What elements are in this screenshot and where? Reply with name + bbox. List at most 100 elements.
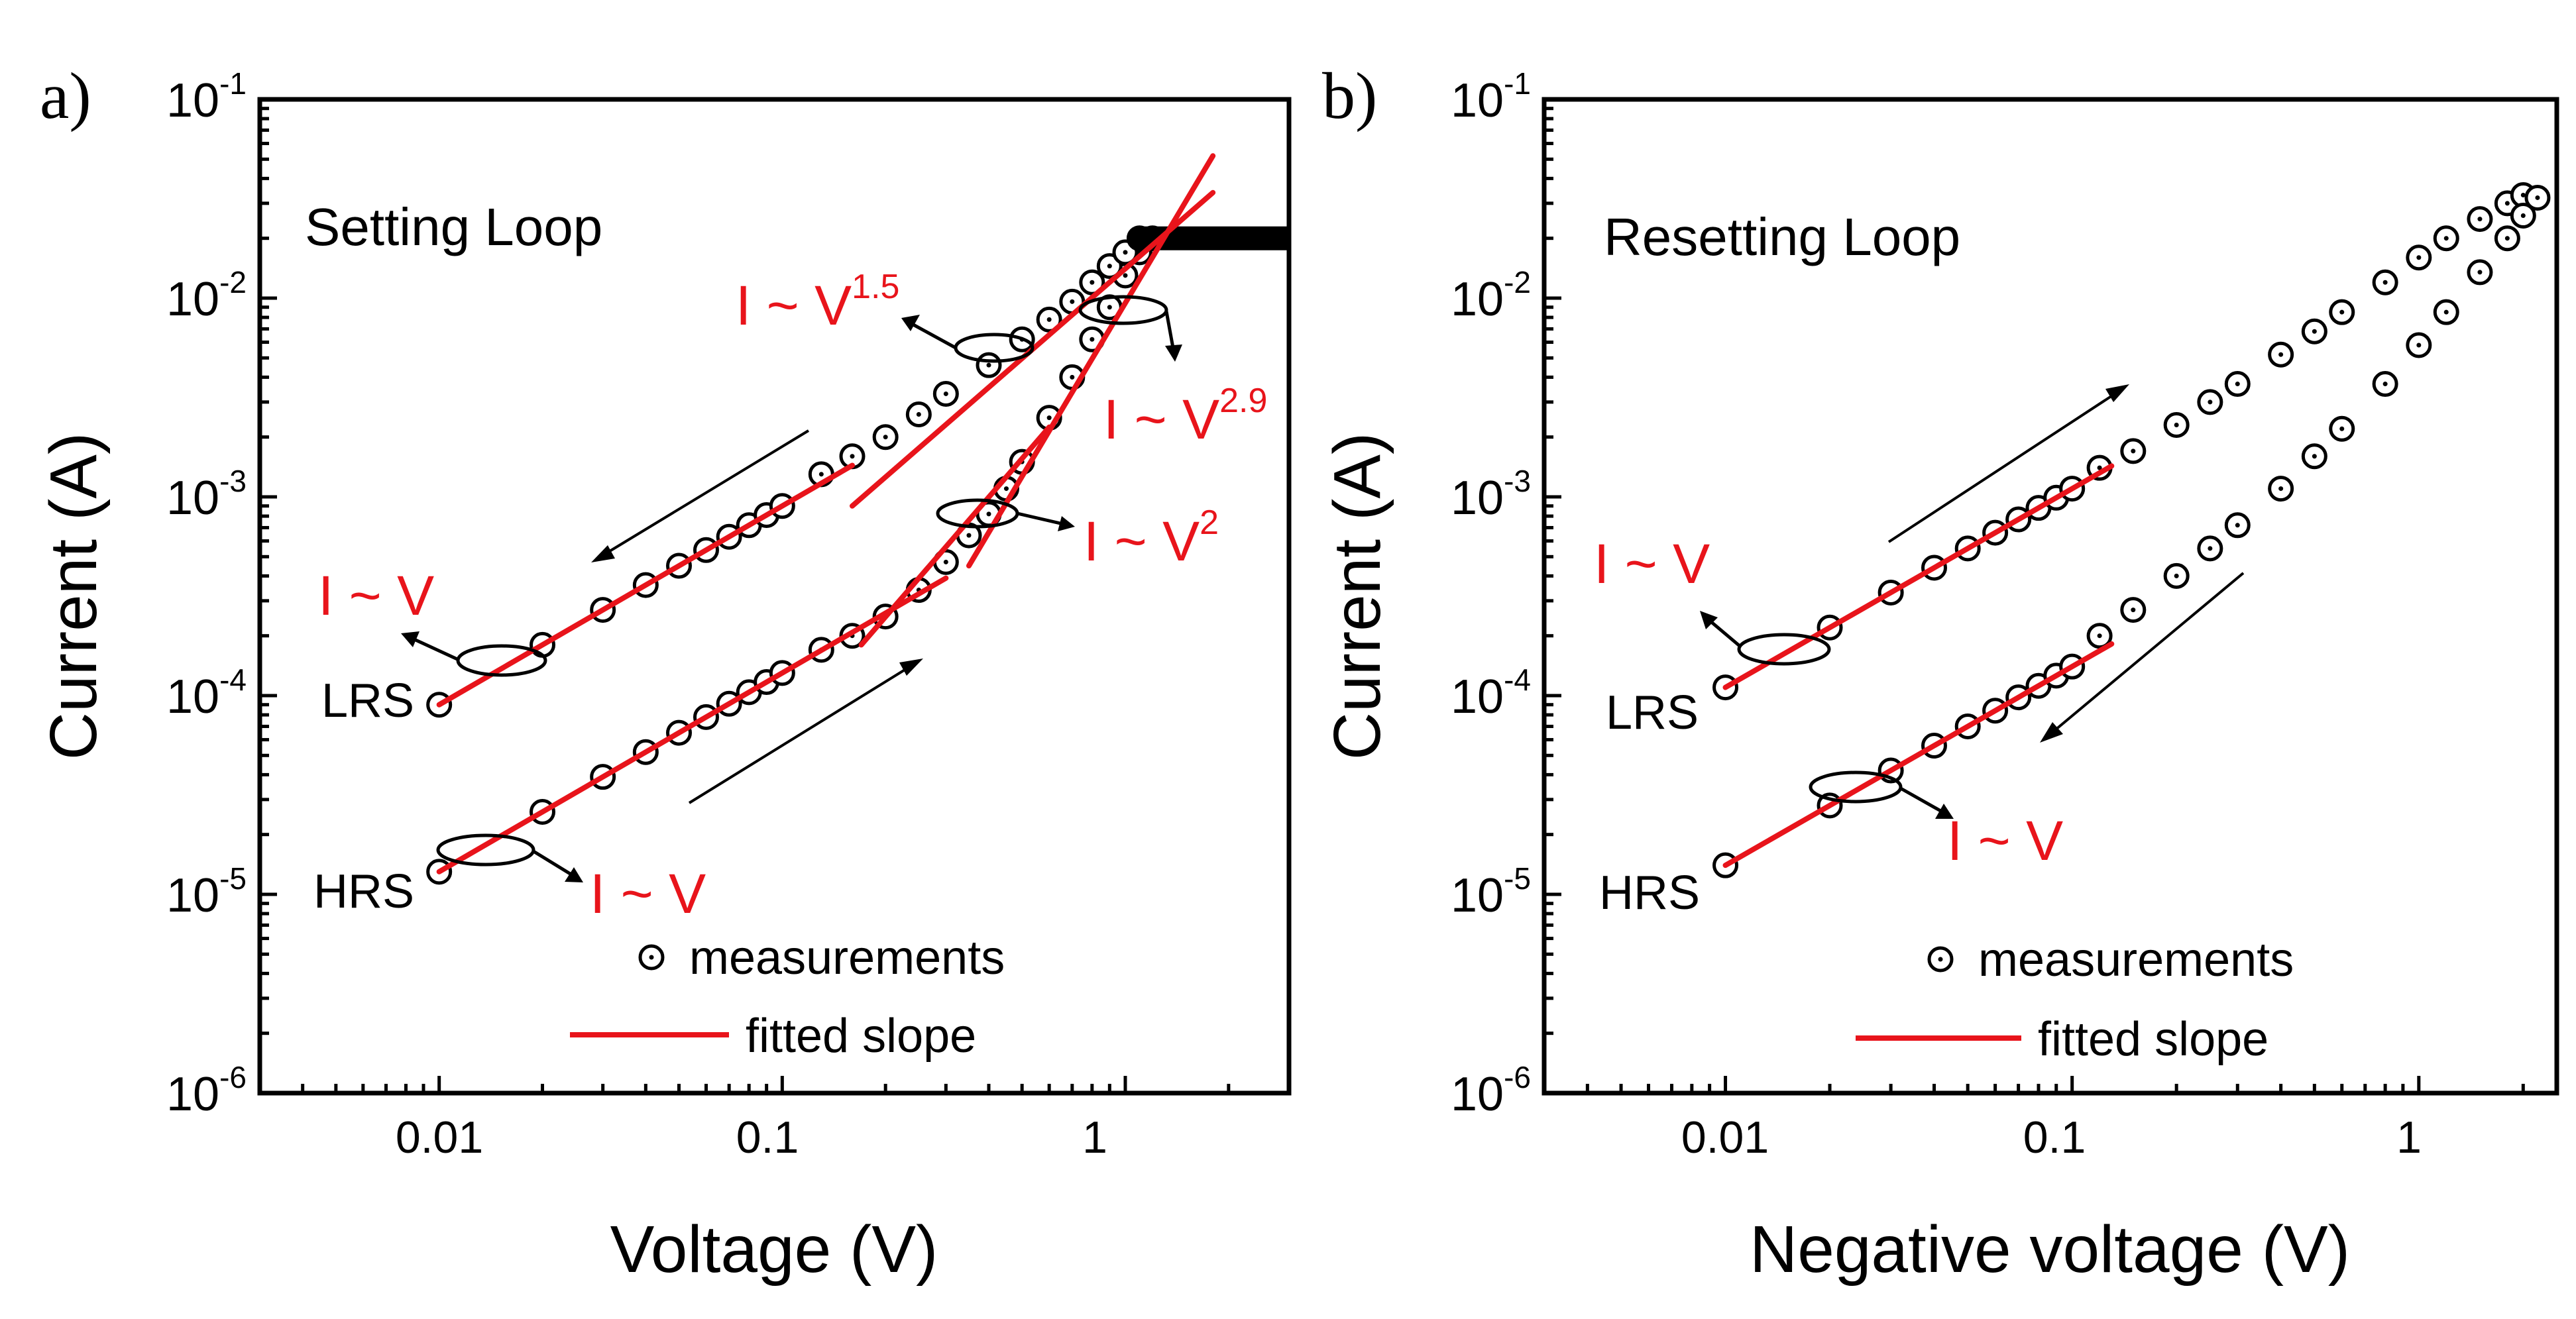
- panel-a-ellipse-hrs-v2.9: [1078, 295, 1168, 325]
- panel-b-marker-hrs-measurements: [2433, 299, 2459, 325]
- panel-a-marker-dot: [1123, 250, 1128, 255]
- panel-b-legend: measurements fitted slope: [1856, 933, 2294, 1066]
- panel-a-marker-lrs-measurements: [1079, 269, 1105, 295]
- panel-b-marker-dot: [2131, 448, 2136, 454]
- panel-a-plot-frame: [257, 97, 1292, 1096]
- panel-a-y-axis-title: Current (A): [36, 433, 111, 761]
- panel-b-marker-dot: [2477, 270, 2483, 275]
- panel-a-legend-label-measurements: measurements: [689, 931, 1005, 984]
- panel-b-marker-lrs-measurements: [2433, 225, 2459, 252]
- panel-a-marker-dot: [943, 559, 948, 564]
- panel-b-marker-hrs-measurements: [2301, 443, 2327, 470]
- panel-a-legend: measurements fitted slope: [570, 931, 1005, 1063]
- panel-b-marker-hrs-measurements: [2268, 476, 2294, 502]
- panel-a-marker-dot: [943, 391, 948, 396]
- panel-b-sweep-arrow-hrs: [2040, 572, 2245, 743]
- panel-b-x-ticks: [1542, 1076, 2525, 1093]
- panel-a-marker-dot: [1123, 273, 1128, 278]
- panel-a-y-tick-label-1e-1: 10-1: [166, 66, 247, 127]
- panel-a-annotation-arrow-hrs-v2: [1017, 511, 1075, 531]
- panel-a-y-tick-label-1e-6: 10-6: [166, 1060, 247, 1121]
- panel-b-marker-dot: [2504, 201, 2510, 206]
- panel-b-resetting-loop: b) 10-6 10-5 10-4 10-3 10-2 10-1 0.01 0.…: [1320, 59, 2559, 1287]
- panel-a-x-tick-label-1: 1: [1082, 1112, 1107, 1163]
- panel-b-marker-hrs-measurements: [2224, 512, 2251, 539]
- panel-a-state-label-hrs: HRS: [313, 865, 414, 918]
- panel-b-label: b): [1322, 59, 1377, 132]
- panel-b-marker-dot: [2208, 546, 2213, 551]
- panel-a-annotation-arrow-lrs-v1.5: [901, 315, 957, 350]
- panel-a-x-ticks: [258, 1076, 1291, 1093]
- panel-b-marker-lrs-measurements: [2329, 299, 2355, 325]
- panel-b-marker-hrs-measurements: [2086, 623, 2113, 649]
- panel-a-marker-lrs-measurements: [932, 380, 959, 407]
- panel-b-marker-dot: [2312, 329, 2317, 334]
- panel-b-marker-hrs-measurements: [2510, 203, 2536, 229]
- panel-b-x-axis-title: Negative voltage (V): [1750, 1212, 2350, 1287]
- panel-b-y-ticks: [1544, 97, 1561, 1095]
- panel-b-ellipse-hrs-v: [1809, 770, 1903, 804]
- panel-a-annotation-hrs-v2.9: I ~ V2.9: [1103, 382, 1267, 450]
- panel-b-marker-lrs-measurements: [2301, 318, 2327, 344]
- panel-b-marker-lrs-measurements: [2406, 244, 2432, 271]
- panel-b-marker-dot: [2097, 465, 2102, 470]
- panel-b-marker-dot: [2312, 454, 2317, 459]
- panel-a-marker-lrs-measurements: [872, 424, 899, 450]
- panel-a-fit-hrs-i-v-2: [858, 424, 1052, 648]
- panel-b-marker-lrs-measurements: [2197, 389, 2223, 415]
- panel-b-marker-hrs-measurements: [2524, 184, 2551, 211]
- panel-b-annotation-hrs-v: I ~ V: [1947, 810, 2063, 872]
- panel-a-marker-dot: [1003, 486, 1009, 492]
- panel-b-annotation-arrow-hrs-v: [1899, 786, 1954, 819]
- panel-a-annotation-arrow-lrs-v: [401, 631, 459, 661]
- panel-a-annotation-lrs-v1.5: I ~ V1.5: [736, 268, 899, 337]
- panel-b-marker-lrs-measurements: [2268, 341, 2294, 368]
- panel-b-marker-hrs-measurements: [2197, 535, 2223, 562]
- panel-b-x-tick-label-0.01: 0.01: [1681, 1112, 1769, 1163]
- panel-a-marker-dot: [1046, 317, 1052, 322]
- panel-b-marker-hrs-measurements: [2163, 562, 2190, 589]
- panel-b-marker-dot: [2382, 280, 2388, 285]
- panel-a-marker-dot: [1070, 299, 1075, 304]
- panel-a-marker-lrs-measurements: [905, 401, 932, 428]
- panel-a-x-tick-label-0.01: 0.01: [396, 1112, 483, 1163]
- panel-b-marker-lrs-measurements: [2372, 269, 2398, 295]
- panel-b-marker-dot: [2235, 382, 2240, 387]
- panel-b-legend-label-measurements: measurements: [1978, 933, 2294, 986]
- panel-b-legend-marker-measurements: [1927, 946, 1954, 973]
- panel-b-marker-hrs-measurements: [2329, 415, 2355, 442]
- panel-b-fit-hrs-i-v: [1722, 641, 2115, 869]
- panel-a-annotation-arrow-hrs-v2.9: [1164, 311, 1182, 362]
- panel-a-marker-lrs-measurements: [976, 352, 1002, 378]
- panel-b-marker-dot: [2235, 523, 2240, 528]
- panel-a-marker-dot: [818, 472, 824, 477]
- panel-b-title: Resetting Loop: [1604, 207, 1960, 266]
- panel-b-marker-dot: [2208, 399, 2213, 405]
- panel-b-marker-dot: [2131, 607, 2136, 613]
- panel-a-fit-hrs-i-v-2.9: [966, 153, 1216, 569]
- panel-b-marker-dot: [2382, 382, 2388, 387]
- panel-a-marker-dot: [916, 412, 921, 417]
- panel-b-marker-hrs-measurements: [2372, 371, 2398, 397]
- panel-b-marker-dot: [2416, 255, 2422, 260]
- panel-b-sweep-arrow-lrs: [1887, 384, 2129, 543]
- panel-a-ellipse-lrs-v: [456, 644, 547, 677]
- panel-a-annotation-hrs-v2: I ~ V2: [1084, 503, 1219, 572]
- panel-a-marker-dot: [1107, 305, 1112, 310]
- panel-a-marker-lrs-measurements: [1036, 306, 1062, 333]
- panel-b-marker-dot: [2278, 352, 2284, 357]
- panel-b-y-tick-label-1e-1: 10-1: [1451, 66, 1531, 127]
- panel-b-y-tick-label-1e-5: 10-5: [1451, 861, 1531, 922]
- panel-a-y-tick-label-1e-3: 10-3: [166, 464, 247, 525]
- panel-b-state-label-hrs: HRS: [1599, 867, 1700, 920]
- panel-b-marker-dot: [2174, 422, 2179, 427]
- panel-b-marker-dot: [2339, 309, 2345, 315]
- panel-b-y-tick-label-1e-4: 10-4: [1451, 662, 1531, 723]
- panel-b-marker-dot: [2520, 192, 2526, 197]
- panel-b-marker-lrs-measurements: [2120, 438, 2147, 464]
- panel-a-sweep-arrow-lrs: [591, 429, 810, 562]
- panel-a-marker-dot: [986, 362, 991, 368]
- panel-b-annotation-lrs-v: I ~ V: [1594, 533, 1710, 595]
- panel-b-x-tick-label-1: 1: [2396, 1112, 2422, 1163]
